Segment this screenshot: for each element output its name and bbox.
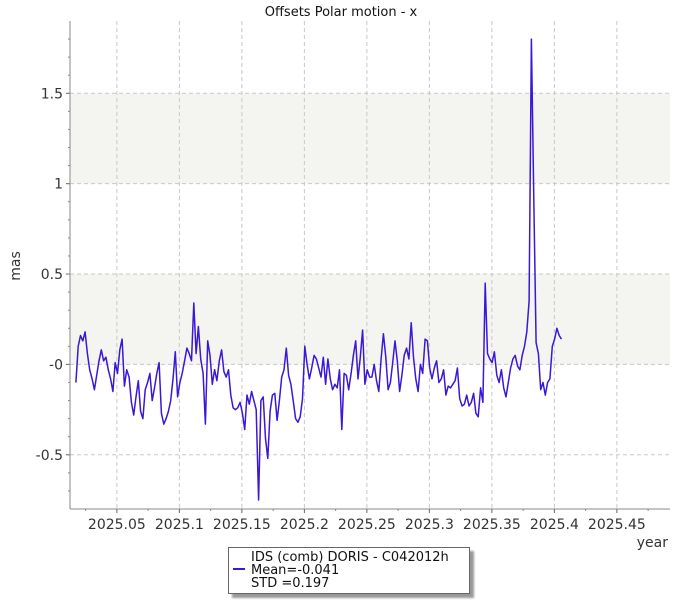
legend-std: STD =0.197 [251, 576, 330, 591]
y-tick-label-2: 0.5 [41, 267, 63, 283]
x-ticks: 2025.05 2025.1 2025.15 2025.2 2025.25 2025.3 2… [85, 509, 649, 533]
series-group [75, 38, 563, 501]
y-tick-label-4: 1.5 [41, 86, 63, 102]
x-tick-label-3: 2025.2 [280, 517, 329, 533]
y-tick-label-1: -0 [49, 357, 63, 373]
legend-swatch [233, 568, 245, 570]
grid-lines [70, 21, 670, 509]
y-bands [70, 93, 670, 365]
x-tick-label-8: 2025.45 [588, 517, 646, 533]
x-tick-label-1: 2025.1 [155, 517, 204, 533]
y-band-0 [70, 274, 670, 365]
y-band-1 [70, 93, 670, 184]
axes [69, 21, 670, 510]
y-axis-label: mas [8, 251, 24, 281]
y-tick-label-3: 1 [54, 177, 63, 193]
x-tick-label-7: 2025.4 [530, 517, 579, 533]
legend-title: IDS (comb) DORIS - C042012h [251, 550, 449, 565]
x-axis-label: year [637, 535, 668, 551]
x-tick-label-4: 2025.25 [338, 517, 396, 533]
x-tick-label-0: 2025.05 [88, 517, 146, 533]
legend: IDS (comb) DORIS - C042012h Mean=-0.041 … [228, 547, 470, 594]
y-ticks: -0.5 -0 0.5 1 1.5 [36, 38, 70, 492]
y-tick-label-0: -0.5 [36, 448, 63, 464]
chart-title: Offsets Polar motion - x [265, 5, 418, 20]
x-tick-label-2: 2025.15 [213, 517, 271, 533]
legend-mean: Mean=-0.041 [251, 563, 340, 578]
x-tick-label-6: 2025.35 [463, 517, 521, 533]
x-tick-label-5: 2025.3 [405, 517, 454, 533]
series-line-0 [75, 38, 563, 501]
